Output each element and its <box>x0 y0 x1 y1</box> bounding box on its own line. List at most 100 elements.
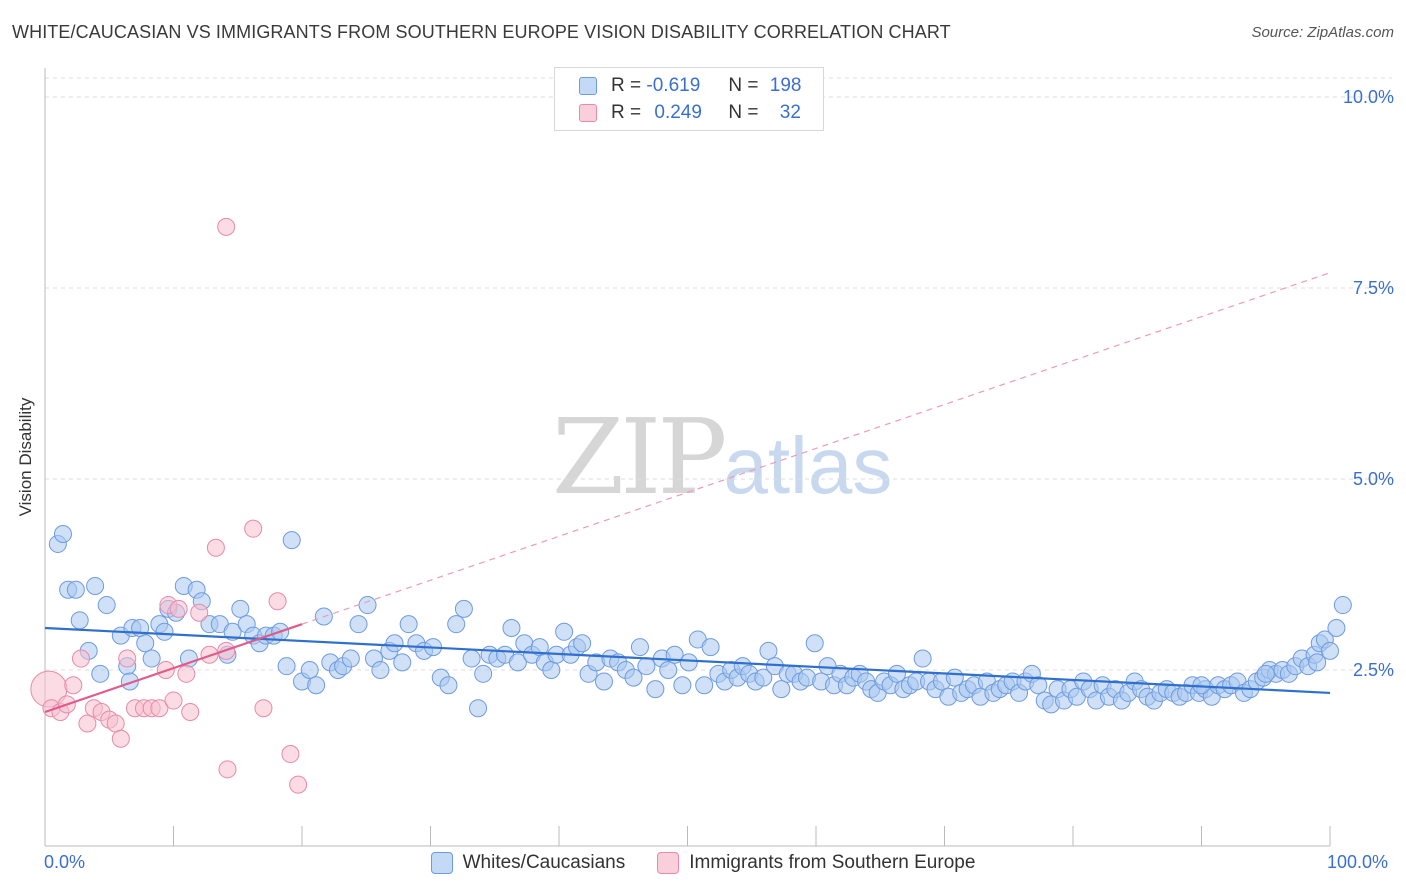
data-point-whites <box>630 638 649 657</box>
data-point-immigrants <box>217 217 236 236</box>
data-point-whites <box>142 649 161 668</box>
y-tick-label-5: 5.0% <box>1352 469 1394 489</box>
data-point-whites <box>349 615 368 634</box>
data-point-immigrants <box>164 691 183 710</box>
data-point-whites <box>300 661 319 679</box>
data-point-whites <box>659 661 678 679</box>
data-point-whites <box>439 676 458 695</box>
data-point-whites <box>759 641 778 660</box>
data-point-whites <box>695 676 714 695</box>
series-swatch-immigrants <box>657 852 680 874</box>
data-point-whites <box>474 664 493 683</box>
data-point-immigrants <box>106 714 125 733</box>
data-point-immigrants <box>169 599 188 618</box>
data-point-whites <box>1308 653 1327 672</box>
series-legend-whites: Whites/Caucasians <box>430 852 626 874</box>
data-point-whites <box>223 622 242 641</box>
series-swatch-whites <box>430 852 453 874</box>
data-point-whites <box>646 680 665 699</box>
y-tick-label-2-5: 2.5% <box>1352 660 1394 680</box>
data-point-whites <box>399 615 418 634</box>
y-axis-label: Vision Disability <box>16 397 35 517</box>
series-legend-immigrants: Immigrants from Southern Europe <box>657 852 975 874</box>
legend-r-label: R = <box>611 102 642 123</box>
legend-swatch-immigrants <box>579 104 597 122</box>
legend-r-label: R = <box>611 75 642 96</box>
data-point-whites <box>542 661 561 679</box>
data-point-whites <box>91 664 110 683</box>
legend-n-label: N = <box>728 102 759 123</box>
data-point-whites <box>447 615 466 634</box>
data-point-whites <box>393 653 412 672</box>
data-point-whites <box>70 611 89 630</box>
data-point-whites <box>341 649 360 668</box>
legend-swatch-whites <box>579 77 597 95</box>
source-credit: Source: ZipAtlas.com <box>1251 24 1394 41</box>
legend-n-value: 32 <box>779 102 801 123</box>
x-tick-label-max: 100.0% <box>1327 852 1389 872</box>
watermark: ZIPatlas <box>552 396 892 518</box>
y-tick-label-7-5: 7.5% <box>1352 278 1394 298</box>
data-point-whites <box>594 672 613 691</box>
legend-row-immigrants: R = 0.249 N = 32 <box>579 100 801 126</box>
legend-n-value: 198 <box>769 75 802 96</box>
data-point-whites <box>1327 618 1346 637</box>
data-point-whites <box>277 657 296 676</box>
data-point-whites <box>555 622 574 641</box>
data-point-whites <box>282 531 301 550</box>
data-point-whites <box>754 668 773 687</box>
data-point-whites <box>120 672 139 691</box>
data-point-whites <box>679 653 698 672</box>
data-point-whites <box>673 676 692 695</box>
data-point-immigrants <box>218 760 237 779</box>
data-point-whites <box>772 680 791 699</box>
data-point-whites <box>701 638 720 657</box>
data-point-immigrants <box>206 538 225 557</box>
legend-r-value: -0.619 <box>646 75 701 96</box>
data-point-whites <box>502 618 521 637</box>
data-point-whites <box>358 596 377 615</box>
watermark-atlas: atlas <box>723 421 893 510</box>
data-point-immigrants <box>150 699 169 718</box>
data-point-immigrants <box>181 703 200 722</box>
data-point-whites <box>805 634 824 653</box>
data-point-whites <box>53 525 72 544</box>
data-point-whites <box>637 657 656 676</box>
data-point-immigrants <box>254 699 273 718</box>
series-legend: Whites/Caucasians Immigrants from Southe… <box>0 852 1406 874</box>
data-point-whites <box>462 649 481 668</box>
watermark-zip: ZIP <box>552 396 727 518</box>
data-point-whites <box>1321 641 1339 660</box>
data-point-immigrants <box>289 775 308 794</box>
correlation-legend: R = -0.619 N = 198 R = 0.249 N = 32 <box>554 67 824 131</box>
data-point-immigrants <box>64 676 83 695</box>
data-point-whites <box>469 699 488 718</box>
data-point-whites <box>1256 664 1275 683</box>
data-point-whites <box>307 676 326 695</box>
legend-n-label: N = <box>728 75 759 96</box>
data-point-whites <box>97 596 116 615</box>
data-point-whites <box>136 634 155 653</box>
chart-title: WHITE/CAUCASIAN VS IMMIGRANTS FROM SOUTH… <box>12 22 951 42</box>
y-tick-label-10: 10.0% <box>1342 87 1394 107</box>
data-point-whites <box>371 661 390 679</box>
data-point-immigrants <box>71 649 90 668</box>
data-point-whites <box>1029 676 1048 695</box>
data-point-immigrants <box>244 519 263 538</box>
data-point-whites <box>913 649 932 668</box>
series-label-immigrants: Immigrants from Southern Europe <box>689 852 976 873</box>
data-point-immigrants <box>281 745 300 764</box>
trend-line-immigrants <box>44 623 303 714</box>
data-point-whites <box>86 576 105 595</box>
data-point-immigrants <box>190 603 209 622</box>
data-point-whites <box>385 634 404 653</box>
data-point-whites <box>1333 596 1352 615</box>
series-label-whites: Whites/Caucasians <box>462 852 626 873</box>
data-point-immigrants <box>177 664 196 683</box>
data-point-whites <box>66 580 85 599</box>
data-point-immigrants <box>118 649 137 668</box>
data-point-whites <box>887 664 906 683</box>
data-point-whites <box>454 599 473 618</box>
data-point-immigrants <box>111 729 130 748</box>
